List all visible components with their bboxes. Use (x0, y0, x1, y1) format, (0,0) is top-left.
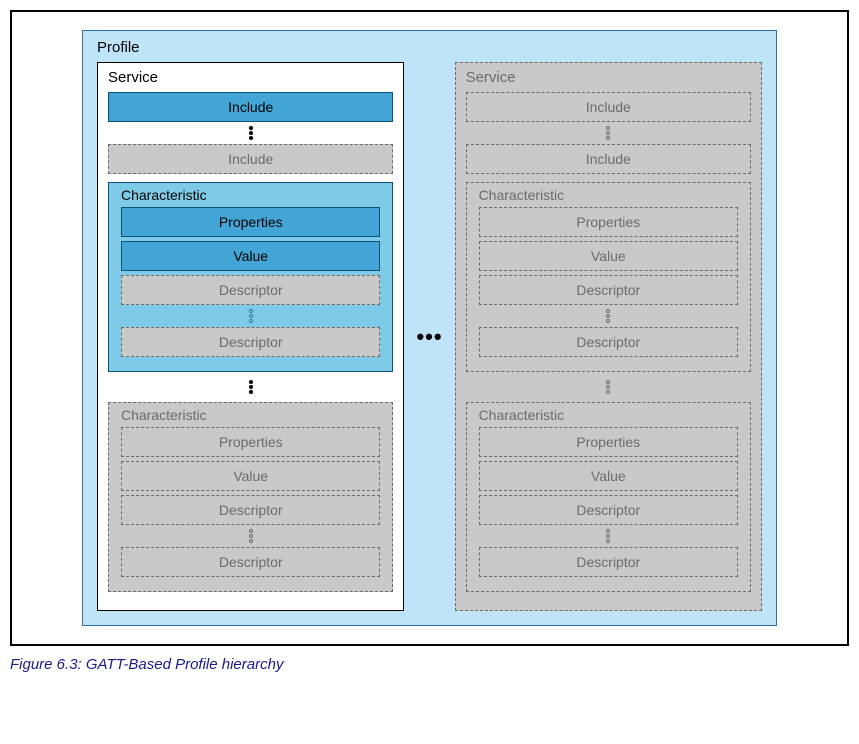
value-node: Value (121, 241, 380, 271)
properties-node: Properties (479, 427, 738, 457)
properties-label: Properties (576, 214, 640, 230)
vertical-ellipsis-icon (479, 529, 738, 543)
figure-outer-frame: Profile Service Include Include Characteris… (10, 10, 849, 646)
descriptor-label: Descriptor (576, 334, 640, 350)
service-title: Service (466, 69, 751, 86)
right-service-column: Service Include Include Characteristic Prope… (455, 62, 762, 611)
descriptor-label: Descriptor (219, 282, 283, 298)
include-node: Include (108, 92, 393, 122)
vertical-ellipsis-icon (108, 380, 393, 394)
figure-caption: Figure 6.3: GATT-Based Profile hierarchy (10, 656, 849, 673)
descriptor-label: Descriptor (576, 554, 640, 570)
descriptor-node: Descriptor (121, 495, 380, 525)
descriptor-label: Descriptor (219, 554, 283, 570)
value-label: Value (591, 468, 626, 484)
properties-node: Properties (121, 207, 380, 237)
descriptor-node: Descriptor (479, 495, 738, 525)
value-node: Value (479, 461, 738, 491)
characteristic-box: Characteristic Properties Value Descriptor D… (466, 402, 751, 592)
characteristic-title: Characteristic (479, 407, 738, 423)
include-label: Include (586, 99, 631, 115)
vertical-ellipsis-icon (466, 126, 751, 140)
vertical-ellipsis-icon (479, 309, 738, 323)
properties-label: Properties (576, 434, 640, 450)
profile-title: Profile (97, 39, 762, 56)
vertical-ellipsis-icon (108, 126, 393, 140)
vertical-ellipsis-icon (466, 380, 751, 394)
properties-node: Properties (121, 427, 380, 457)
include-node: Include (466, 144, 751, 174)
service-box: Service Include Include Characteristic Prope… (97, 62, 404, 611)
properties-node: Properties (479, 207, 738, 237)
descriptor-node: Descriptor (121, 275, 380, 305)
profile-box: Profile Service Include Include Characteris… (82, 30, 777, 626)
include-label: Include (586, 151, 631, 167)
characteristic-title: Characteristic (121, 407, 380, 423)
characteristic-box: Characteristic Properties Value Descriptor D… (108, 402, 393, 592)
include-node: Include (108, 144, 393, 174)
value-node: Value (121, 461, 380, 491)
descriptor-label: Descriptor (576, 282, 640, 298)
include-node: Include (466, 92, 751, 122)
characteristic-box: Characteristic Properties Value Descriptor D… (466, 182, 751, 372)
descriptor-node: Descriptor (121, 327, 380, 357)
descriptor-node: Descriptor (479, 327, 738, 357)
characteristic-title: Characteristic (121, 187, 380, 203)
vertical-ellipsis-icon (121, 529, 380, 543)
descriptor-label: Descriptor (219, 334, 283, 350)
properties-label: Properties (219, 434, 283, 450)
value-label: Value (233, 468, 268, 484)
include-label: Include (228, 99, 273, 115)
descriptor-node: Descriptor (121, 547, 380, 577)
include-label: Include (228, 151, 273, 167)
value-label: Value (233, 248, 268, 264)
descriptor-node: Descriptor (479, 275, 738, 305)
horizontal-ellipsis-icon: ••• (414, 324, 444, 350)
profile-body: Service Include Include Characteristic Prope… (97, 62, 762, 611)
characteristic-box: Characteristic Properties Value Descriptor D… (108, 182, 393, 372)
value-node: Value (479, 241, 738, 271)
descriptor-label: Descriptor (219, 502, 283, 518)
service-title: Service (108, 69, 393, 86)
characteristic-title: Characteristic (479, 187, 738, 203)
vertical-ellipsis-icon (121, 309, 380, 323)
properties-label: Properties (219, 214, 283, 230)
left-service-column: Service Include Include Characteristic Prope… (97, 62, 404, 611)
value-label: Value (591, 248, 626, 264)
descriptor-node: Descriptor (479, 547, 738, 577)
descriptor-label: Descriptor (576, 502, 640, 518)
service-box: Service Include Include Characteristic Prope… (455, 62, 762, 611)
